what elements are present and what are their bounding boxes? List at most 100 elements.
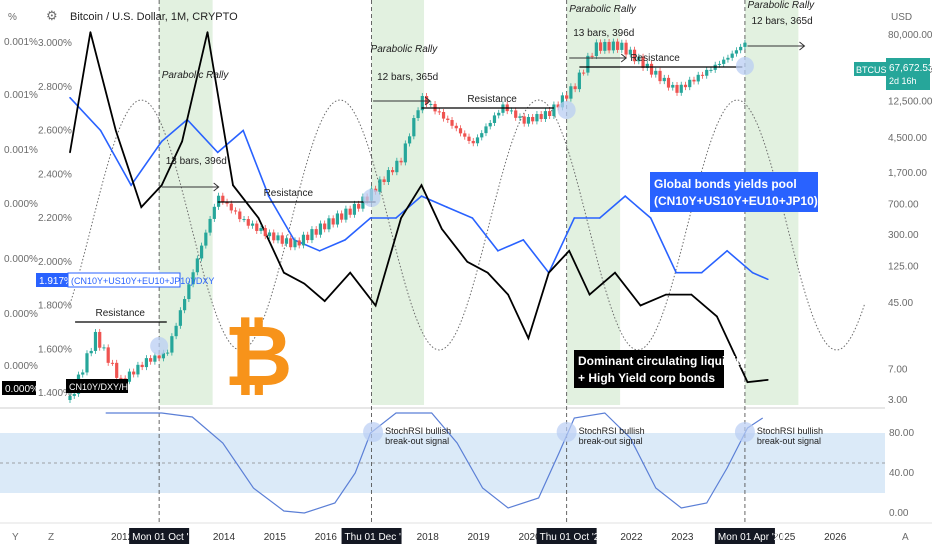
toolbar-y[interactable]: Y xyxy=(12,532,19,543)
left-blue-badge xyxy=(36,273,68,287)
x-tick: 2015 xyxy=(264,532,287,543)
candle-body xyxy=(174,325,178,337)
toolbar-z[interactable]: Z xyxy=(48,532,54,543)
stoch-signal-1-line1: StochRSI bullish xyxy=(385,426,451,436)
left-outer-tick: 0.001% xyxy=(4,90,38,101)
series-1-point xyxy=(700,271,703,274)
candle-body xyxy=(730,53,734,58)
bars-label-2-arrow-head xyxy=(424,96,431,106)
series-1-point xyxy=(726,250,728,252)
price-tick: 7.00 xyxy=(888,365,908,376)
candle-body xyxy=(539,114,543,120)
candle-body xyxy=(403,143,407,163)
stoch-signal-marker-3 xyxy=(734,422,755,442)
candle-body xyxy=(518,116,522,118)
candle-body xyxy=(654,70,658,75)
candle-body xyxy=(233,210,238,212)
series-2-point xyxy=(767,379,769,381)
series-1-point xyxy=(573,217,576,219)
series-2-point xyxy=(69,151,71,154)
blue-series-tag xyxy=(67,272,181,288)
candle-body xyxy=(212,206,216,219)
candle-body xyxy=(611,41,615,51)
candle-body xyxy=(743,42,747,47)
candle-body xyxy=(263,228,267,237)
last-price: 67,672.53 xyxy=(889,63,932,74)
candle-body xyxy=(679,84,683,93)
settings-icon[interactable]: ⚙ xyxy=(46,8,58,23)
symbol-label: BTCUSD xyxy=(856,65,894,75)
series-1-point xyxy=(216,151,219,154)
candle-body xyxy=(463,133,467,137)
candle-body xyxy=(183,299,187,311)
series-2-point xyxy=(441,228,443,230)
series-line-1 xyxy=(69,97,769,281)
candle-body xyxy=(386,170,390,182)
candle-body xyxy=(535,114,539,122)
series-1-point xyxy=(99,129,102,132)
left-inner-tick: 1.400% xyxy=(38,388,72,399)
parabolic-rally-label-4: Parabolic Rally xyxy=(747,0,815,11)
candle-body xyxy=(582,72,586,74)
candle-body xyxy=(119,377,123,379)
osc-tick: 80.00 xyxy=(889,428,914,439)
candle-body xyxy=(72,393,76,396)
candle-body xyxy=(318,223,323,235)
candle-body xyxy=(144,358,149,368)
resistance-3-label: Resistance xyxy=(467,94,517,105)
candle-body xyxy=(272,232,276,241)
stochrsi-band xyxy=(0,407,885,493)
candle-body xyxy=(229,203,233,211)
candle-body xyxy=(497,112,501,116)
candle-body xyxy=(301,234,306,246)
candle-body xyxy=(335,213,340,225)
candle-body xyxy=(429,103,433,105)
series-1-point xyxy=(130,184,132,186)
candle-body xyxy=(454,125,458,129)
series-1-point xyxy=(160,140,163,143)
candle-body xyxy=(556,104,560,108)
candle-body xyxy=(284,238,289,244)
candle-body xyxy=(424,95,429,105)
candle-body xyxy=(467,136,471,141)
candle-body xyxy=(93,331,98,351)
chart-title: Bitcoin / U.S. Dollar, 1M, CRYPTO xyxy=(70,11,238,23)
candle-body xyxy=(607,41,611,51)
x-highlight-bg-3 xyxy=(536,528,597,544)
toolbar-a[interactable]: A xyxy=(902,532,909,543)
x-highlight-label-2: Thu 01 Dec '16 xyxy=(345,532,413,543)
series-1-point xyxy=(497,250,499,252)
candle-body xyxy=(628,49,632,55)
price-tick: 1,700.00 xyxy=(888,168,927,179)
stoch-signal-3-line2: break-out signal xyxy=(757,436,821,446)
candle-body xyxy=(492,115,497,123)
left-outer-tick: 0.001% xyxy=(4,37,38,48)
x-tick: 2020 xyxy=(518,532,541,543)
candle-body xyxy=(450,120,454,126)
candle-body xyxy=(688,79,692,88)
candle-body xyxy=(501,104,505,113)
series-1-point xyxy=(624,195,627,197)
candle-body xyxy=(594,42,598,57)
series-2-point xyxy=(303,282,306,285)
cycle-curve xyxy=(69,99,866,351)
series-1-point xyxy=(242,129,244,132)
candle-body xyxy=(696,74,700,82)
candle-body xyxy=(603,41,607,51)
series-2-point xyxy=(486,271,489,274)
x-tick: 2012 xyxy=(111,532,134,543)
candle-body xyxy=(378,179,382,192)
osc-tick: 40.00 xyxy=(889,468,914,479)
candle-body xyxy=(149,358,153,362)
bars-label-4: 12 bars, 365d xyxy=(751,16,812,27)
candle-body xyxy=(645,63,649,68)
candle-body xyxy=(208,218,212,233)
percent-toggle[interactable]: % xyxy=(8,12,17,23)
x-tick: 2019 xyxy=(468,532,491,543)
x-tick: 2025 xyxy=(773,532,796,543)
series-2-point xyxy=(746,381,749,383)
series-1-point xyxy=(369,217,372,219)
candle-body xyxy=(225,201,229,204)
candle-body xyxy=(577,72,581,90)
stoch-signal-marker-2 xyxy=(556,422,577,442)
